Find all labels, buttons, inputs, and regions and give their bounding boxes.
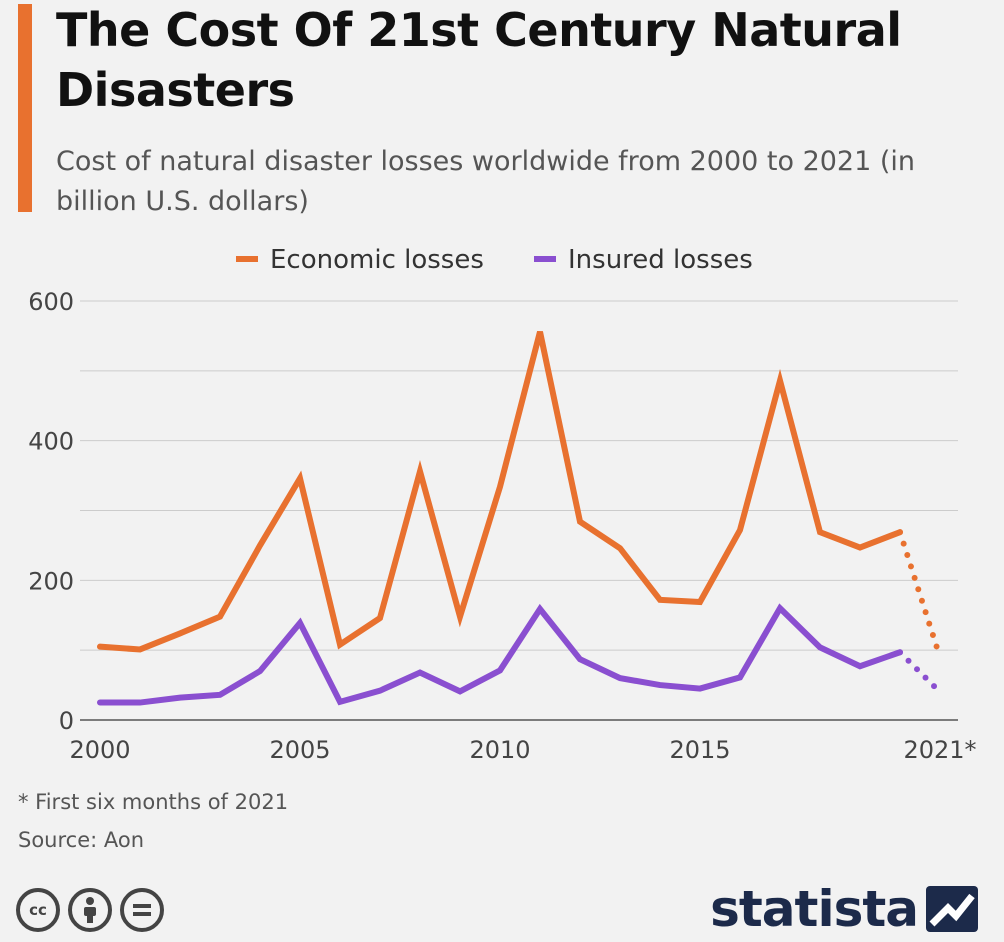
legend-label: Insured losses	[568, 245, 753, 275]
license-icons: cc	[16, 888, 164, 932]
no-derivatives-icon[interactable]	[120, 888, 164, 932]
statista-logo-icon	[926, 886, 978, 932]
series-lines	[97, 330, 943, 706]
x-tick-label: 2010	[469, 736, 530, 764]
economic-losses-line	[97, 330, 903, 653]
person-glyph	[84, 897, 96, 923]
gridlines	[80, 300, 958, 721]
y-tick-label: 0	[59, 707, 74, 735]
y-tick-label: 600	[28, 288, 74, 316]
footnote: * First six months of 2021	[18, 790, 289, 814]
source-note: Source: Aon	[18, 828, 145, 852]
y-axis-ticks: 0 200 400 600	[28, 288, 74, 735]
legend-label: Economic losses	[270, 245, 484, 275]
x-tick-label: 2015	[669, 736, 730, 764]
brand-name: statista	[710, 880, 919, 938]
insured-losses-line	[97, 603, 903, 706]
x-tick-label: 2000	[69, 736, 130, 764]
chart-title: The Cost Of 21st Century Natural Disaste…	[56, 3, 902, 117]
insured-losses-projection	[897, 649, 943, 696]
y-tick-label: 400	[28, 428, 74, 456]
legend-swatch	[534, 256, 556, 262]
economic-losses-projection	[897, 529, 943, 661]
y-tick-label: 200	[28, 567, 74, 595]
statista-logo[interactable]: statista	[710, 880, 978, 938]
legend: Economic losses Insured losses	[236, 245, 753, 275]
equals-glyph	[133, 904, 151, 916]
x-tick-label: 2005	[269, 736, 330, 764]
legend-swatch	[236, 256, 258, 262]
x-tick-label: 2021*	[903, 736, 976, 764]
line-chart: Economic losses Insured losses 0 200 400 600…	[28, 245, 976, 764]
creative-commons-icon[interactable]: cc	[16, 888, 60, 932]
accent-bar	[18, 4, 32, 212]
chart-subtitle: Cost of natural disaster losses worldwid…	[56, 146, 916, 217]
attribution-icon[interactable]	[68, 888, 112, 932]
x-axis-ticks: 2000 2005 2010 2015 2021*	[69, 736, 976, 764]
